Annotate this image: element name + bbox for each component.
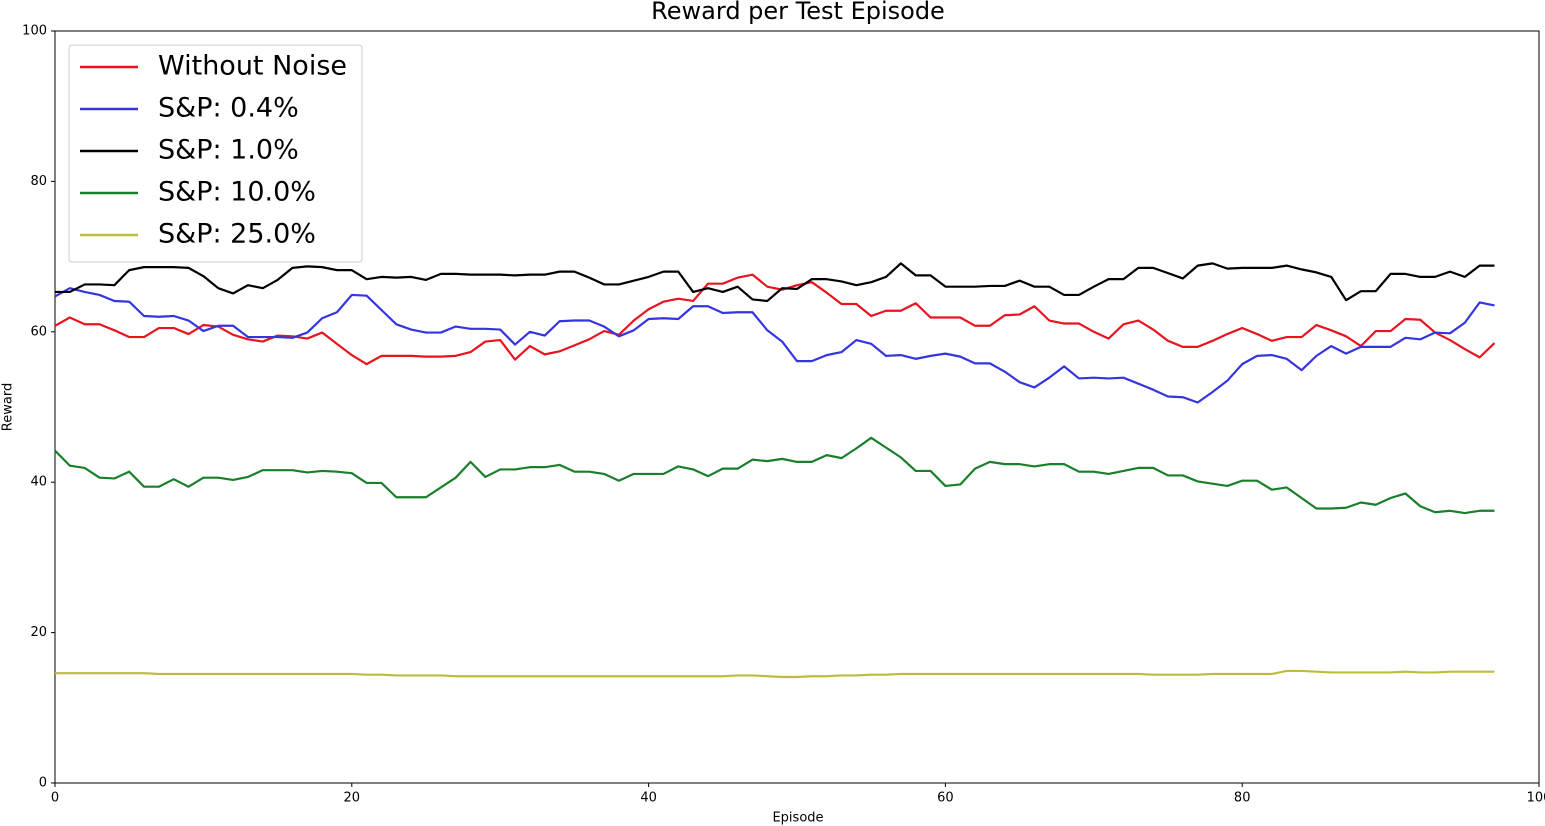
- series-line: [55, 262, 1495, 303]
- x-tick-label: 60: [937, 791, 954, 806]
- series-line: [55, 669, 1495, 679]
- y-tick-label: 40: [30, 475, 47, 490]
- x-axis-label: Episode: [772, 811, 823, 826]
- legend-box: [68, 44, 363, 263]
- y-tick-label: 60: [30, 324, 47, 339]
- x-tick-label: 100: [1527, 791, 1545, 806]
- series-line: [54, 287, 1495, 404]
- x-tick-label: 40: [640, 791, 657, 806]
- y-tick-label: 20: [30, 625, 47, 640]
- x-tick-label: 20: [344, 791, 361, 806]
- y-tick-label: 0: [39, 776, 47, 791]
- chart-title: Reward per Test Episode: [651, 0, 945, 25]
- y-tick-label: 80: [30, 174, 47, 189]
- y-tick-label: 100: [22, 24, 47, 39]
- legend-label: S&P: 25.0%: [158, 219, 316, 250]
- legend-label: Without Noise: [158, 51, 347, 82]
- legend-label: S&P: 10.0%: [158, 177, 316, 208]
- legend-label: S&P: 0.4%: [158, 93, 299, 124]
- x-tick-label: 0: [51, 791, 59, 806]
- x-tick-label: 80: [1234, 791, 1251, 806]
- y-axis-label: Reward: [1, 383, 16, 431]
- legend-label: S&P: 1.0%: [158, 135, 299, 166]
- series-line: [54, 436, 1495, 515]
- plot-frame: [54, 30, 1540, 784]
- series-line: [54, 273, 1496, 366]
